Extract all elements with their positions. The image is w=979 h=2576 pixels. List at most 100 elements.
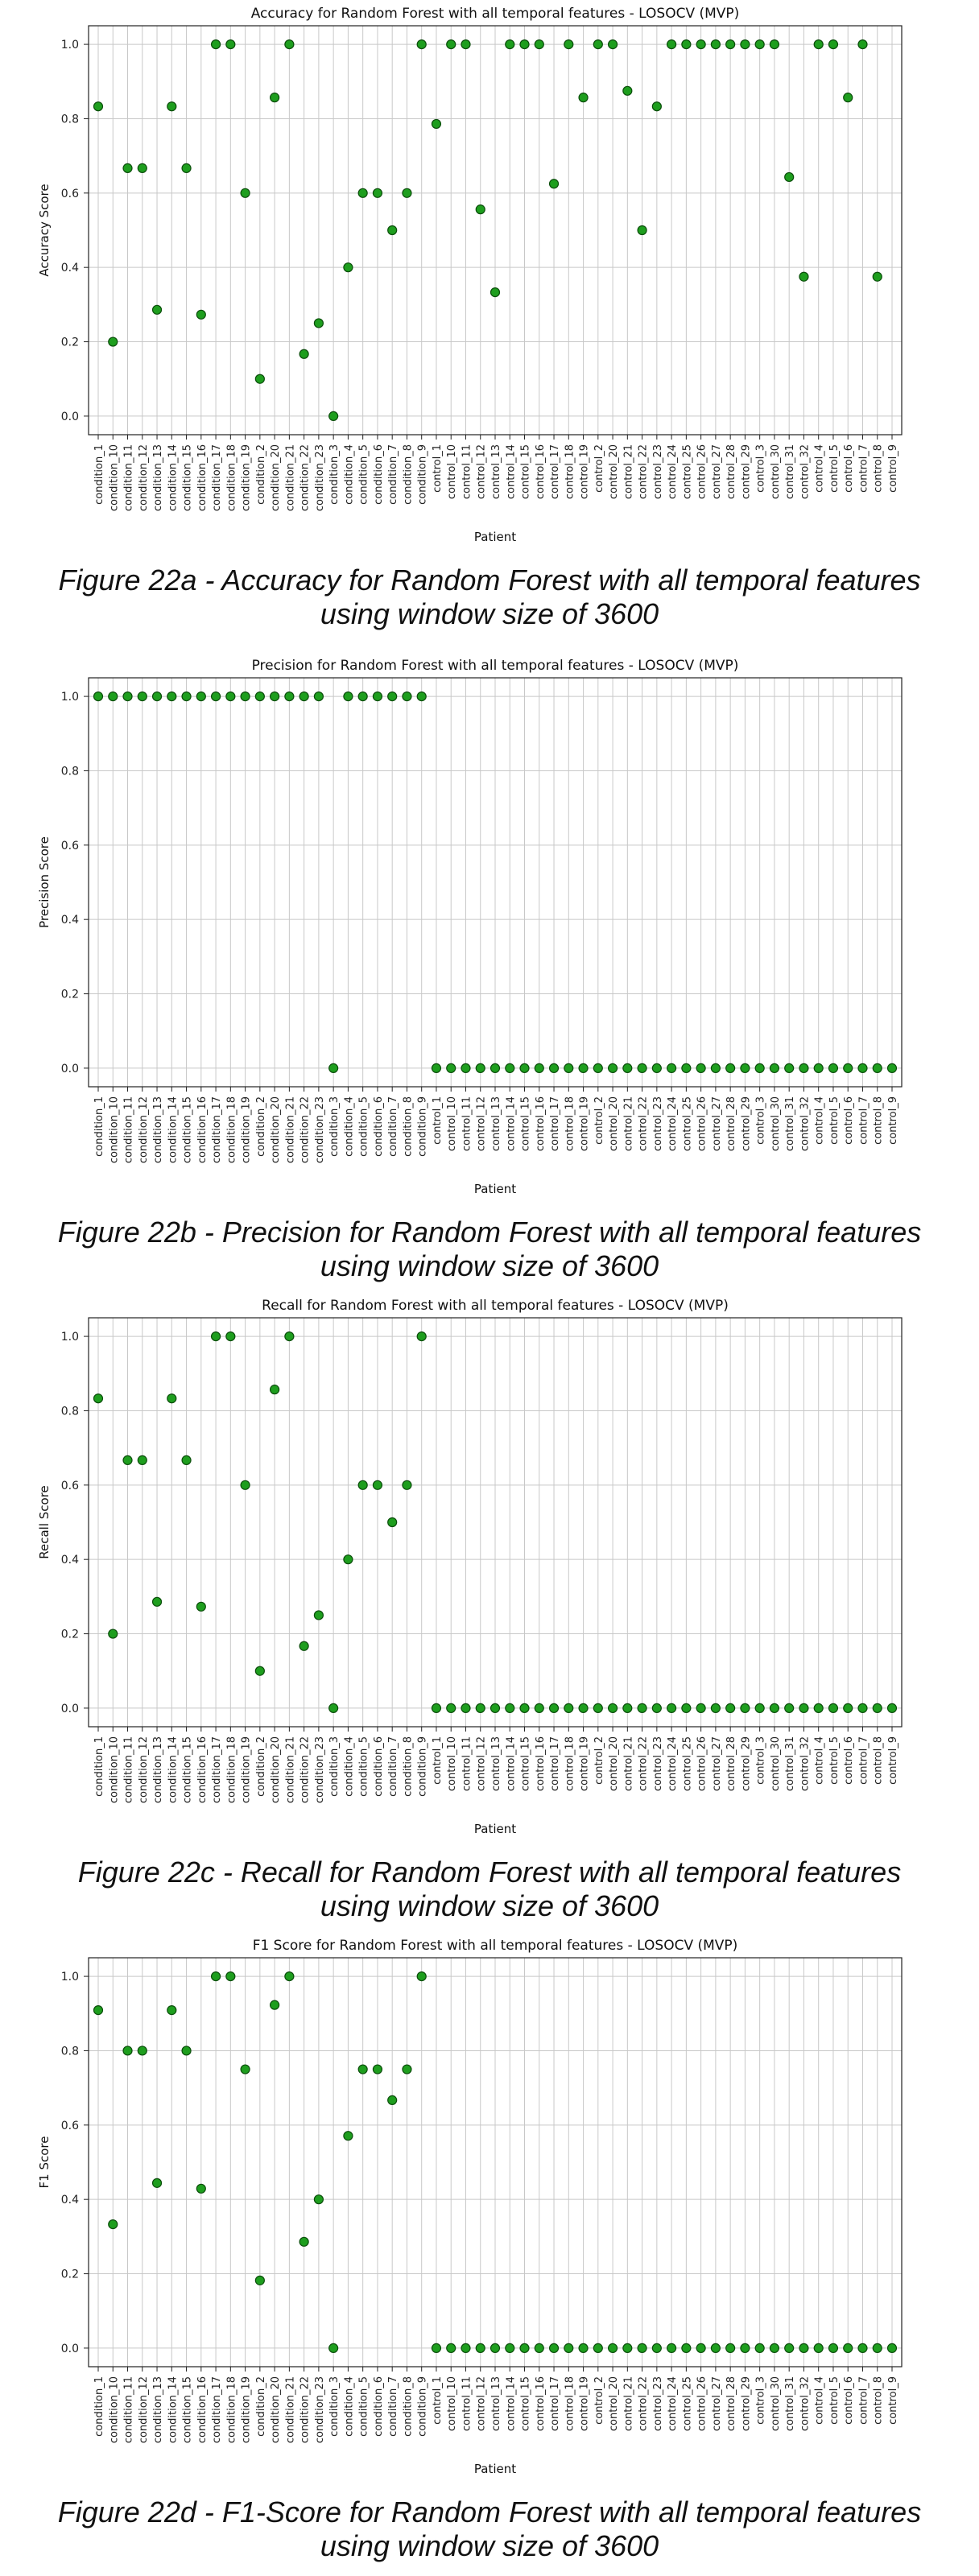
x-tick-label: condition_18 xyxy=(225,444,238,511)
figure-caption-precision: Figure 22b - Precision for Random Forest… xyxy=(0,1216,979,1283)
data-point xyxy=(387,2095,398,2105)
x-tick-label: control_8 xyxy=(873,2376,885,2425)
data-point xyxy=(461,1063,471,1074)
data-point xyxy=(372,188,383,198)
data-point xyxy=(343,2131,353,2141)
data-point xyxy=(651,101,662,112)
x-tick-label: control_8 xyxy=(873,1736,885,1785)
x-tick-label: condition_6 xyxy=(373,444,385,505)
data-point xyxy=(799,271,809,282)
x-tick-label: condition_10 xyxy=(108,444,120,511)
x-tick-label: control_10 xyxy=(446,2376,458,2431)
y-tick-label: 1.0 xyxy=(61,691,79,704)
x-tick-label: control_27 xyxy=(711,1736,723,1791)
accuracy-chart: Accuracy for Random Forest with all temp… xyxy=(37,6,903,544)
data-point xyxy=(372,1480,383,1490)
x-tick-label: control_9 xyxy=(887,2376,899,2425)
x-tick-label: condition_1 xyxy=(93,1096,105,1157)
x-tick-label: condition_1 xyxy=(93,2376,105,2437)
data-point xyxy=(534,39,544,50)
data-point xyxy=(505,1063,515,1074)
data-point xyxy=(857,2343,868,2354)
data-point xyxy=(313,1610,324,1620)
x-tick-label: control_21 xyxy=(622,1096,634,1151)
caption-line-1: Figure 22c - Recall for Random Forest wi… xyxy=(77,1856,902,1889)
data-point xyxy=(122,2046,133,2056)
data-point xyxy=(843,1063,853,1074)
data-point xyxy=(667,39,677,50)
x-tick-label: condition_21 xyxy=(284,444,296,511)
x-tick-label: condition_12 xyxy=(138,1096,150,1163)
data-point xyxy=(696,39,706,50)
data-point xyxy=(387,1517,398,1528)
x-tick-label: control_29 xyxy=(740,444,752,499)
data-point xyxy=(108,2219,118,2230)
data-point xyxy=(886,2343,898,2354)
x-tick-label: control_22 xyxy=(638,1096,650,1151)
y-tick-label: 0.8 xyxy=(61,1405,79,1418)
x-tick-label: control_7 xyxy=(857,1736,870,1785)
data-point xyxy=(622,1703,633,1714)
y-tick-label: 0.2 xyxy=(61,989,79,1001)
y-tick-label: 0.2 xyxy=(61,1629,79,1641)
data-point xyxy=(299,691,309,702)
x-tick-label: control_21 xyxy=(622,2376,634,2431)
data-point xyxy=(416,39,427,50)
data-point xyxy=(725,2343,736,2354)
y-tick-label: 0.0 xyxy=(61,1063,79,1075)
x-tick-label: condition_18 xyxy=(225,1096,238,1163)
data-point xyxy=(167,101,177,112)
data-point xyxy=(181,163,192,173)
x-tick-label: control_15 xyxy=(520,444,532,499)
x-tick-label: control_5 xyxy=(828,1736,841,1785)
x-tick-label: condition_5 xyxy=(358,1096,370,1157)
x-tick-label: control_22 xyxy=(638,1736,650,1791)
data-point xyxy=(416,1331,427,1342)
x-tick-label: condition_10 xyxy=(108,1096,120,1163)
data-point xyxy=(548,1063,560,1074)
x-tick-label: condition_4 xyxy=(343,1096,355,1157)
x-tick-label: control_19 xyxy=(579,1736,591,1791)
x-tick-label: condition_8 xyxy=(402,1736,414,1797)
x-tick-label: condition_18 xyxy=(225,1736,238,1803)
data-point xyxy=(93,2005,104,2016)
data-point xyxy=(313,2194,324,2205)
data-point xyxy=(578,2343,589,2354)
x-tick-label: control_9 xyxy=(887,1096,899,1145)
chart-title: Precision for Random Forest with all tem… xyxy=(252,658,739,674)
x-tick-label: condition_9 xyxy=(417,1736,429,1797)
data-point xyxy=(475,1063,485,1074)
data-point xyxy=(681,39,692,50)
x-tick-label: control_7 xyxy=(857,444,870,493)
x-tick-label: control_30 xyxy=(770,1096,782,1151)
data-point xyxy=(710,39,721,50)
data-point xyxy=(607,2343,618,2354)
data-point xyxy=(167,1393,177,1404)
x-tick-label: control_24 xyxy=(667,1096,679,1151)
x-tick-label: control_2 xyxy=(593,1096,605,1145)
x-tick-label: control_8 xyxy=(873,444,885,493)
x-tick-label: control_16 xyxy=(535,2376,547,2431)
x-tick-label: condition_23 xyxy=(314,1736,326,1803)
data-point xyxy=(372,691,383,702)
x-tick-label: control_27 xyxy=(711,444,723,499)
chart-panel-recall: Recall for Random Forest with all tempor… xyxy=(0,1292,979,1932)
y-tick-label: 1.0 xyxy=(61,1331,79,1344)
data-point xyxy=(151,2178,163,2188)
data-point xyxy=(151,304,163,315)
x-tick-label: control_24 xyxy=(667,2376,679,2431)
x-tick-label: control_22 xyxy=(638,444,650,499)
data-point xyxy=(151,691,163,702)
x-tick-label: control_15 xyxy=(520,1096,532,1151)
f1-chart: F1 Score for Random Forest with all temp… xyxy=(37,1938,903,2476)
data-point xyxy=(108,336,118,347)
data-point xyxy=(328,1703,339,1714)
data-point xyxy=(372,2064,383,2074)
x-tick-label: control_16 xyxy=(535,1096,547,1151)
plot-frame xyxy=(88,677,903,1088)
x-tick-label: condition_19 xyxy=(241,1096,253,1163)
data-point xyxy=(872,1703,882,1714)
y-tick-label: 1.0 xyxy=(61,1971,79,1984)
data-point xyxy=(284,691,295,702)
data-point xyxy=(622,2343,633,2354)
